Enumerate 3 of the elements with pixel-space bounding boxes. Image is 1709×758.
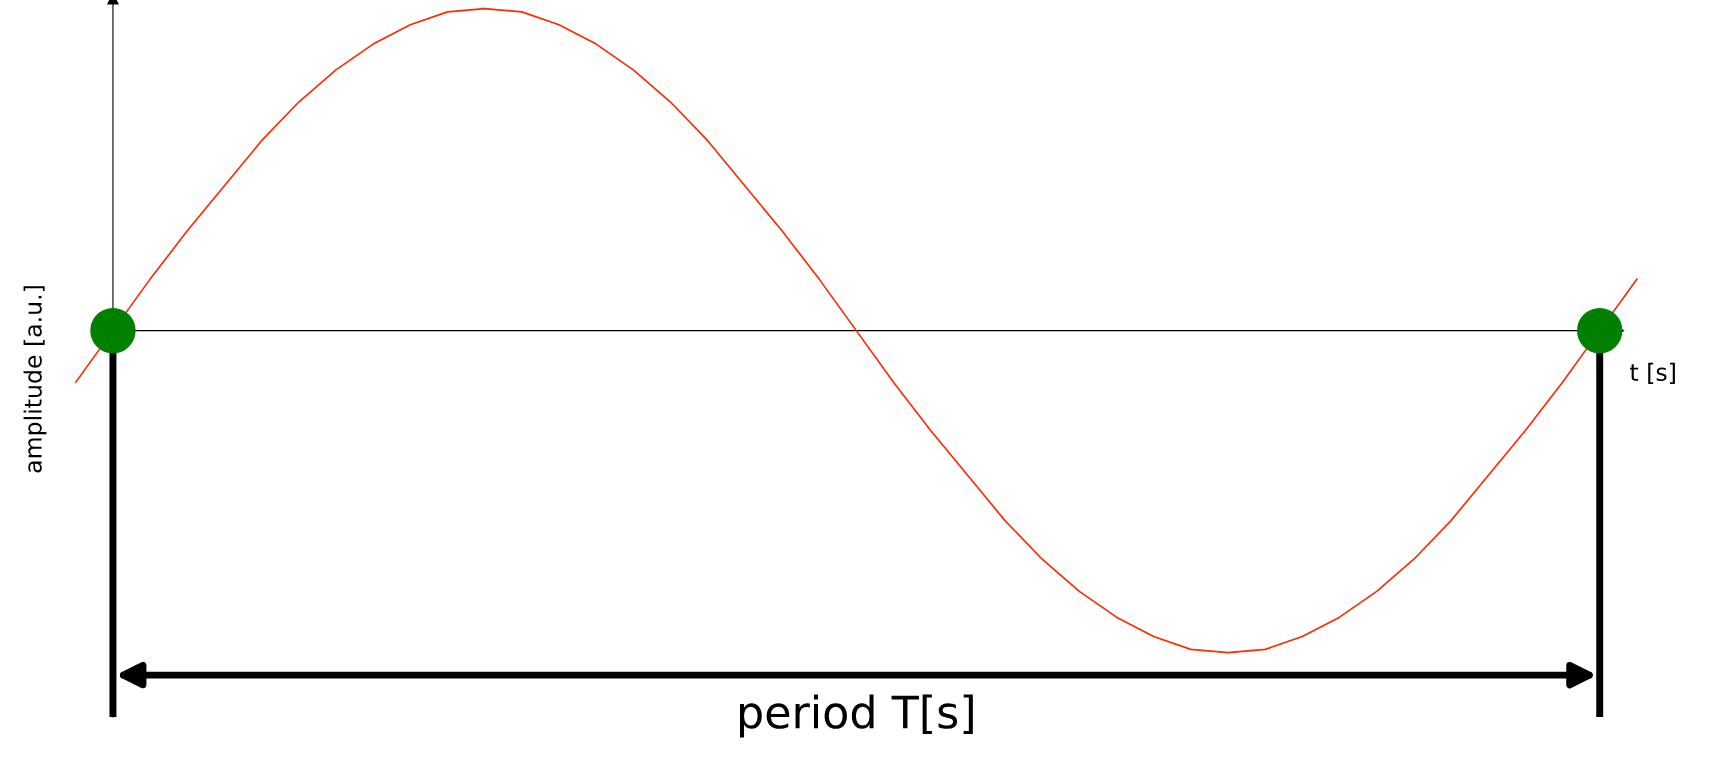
x-axis-title: t [s] bbox=[1630, 362, 1675, 384]
y-axis-title: amplitude [a.u.] bbox=[23, 286, 47, 473]
text: period T[s] bbox=[740, 694, 973, 738]
